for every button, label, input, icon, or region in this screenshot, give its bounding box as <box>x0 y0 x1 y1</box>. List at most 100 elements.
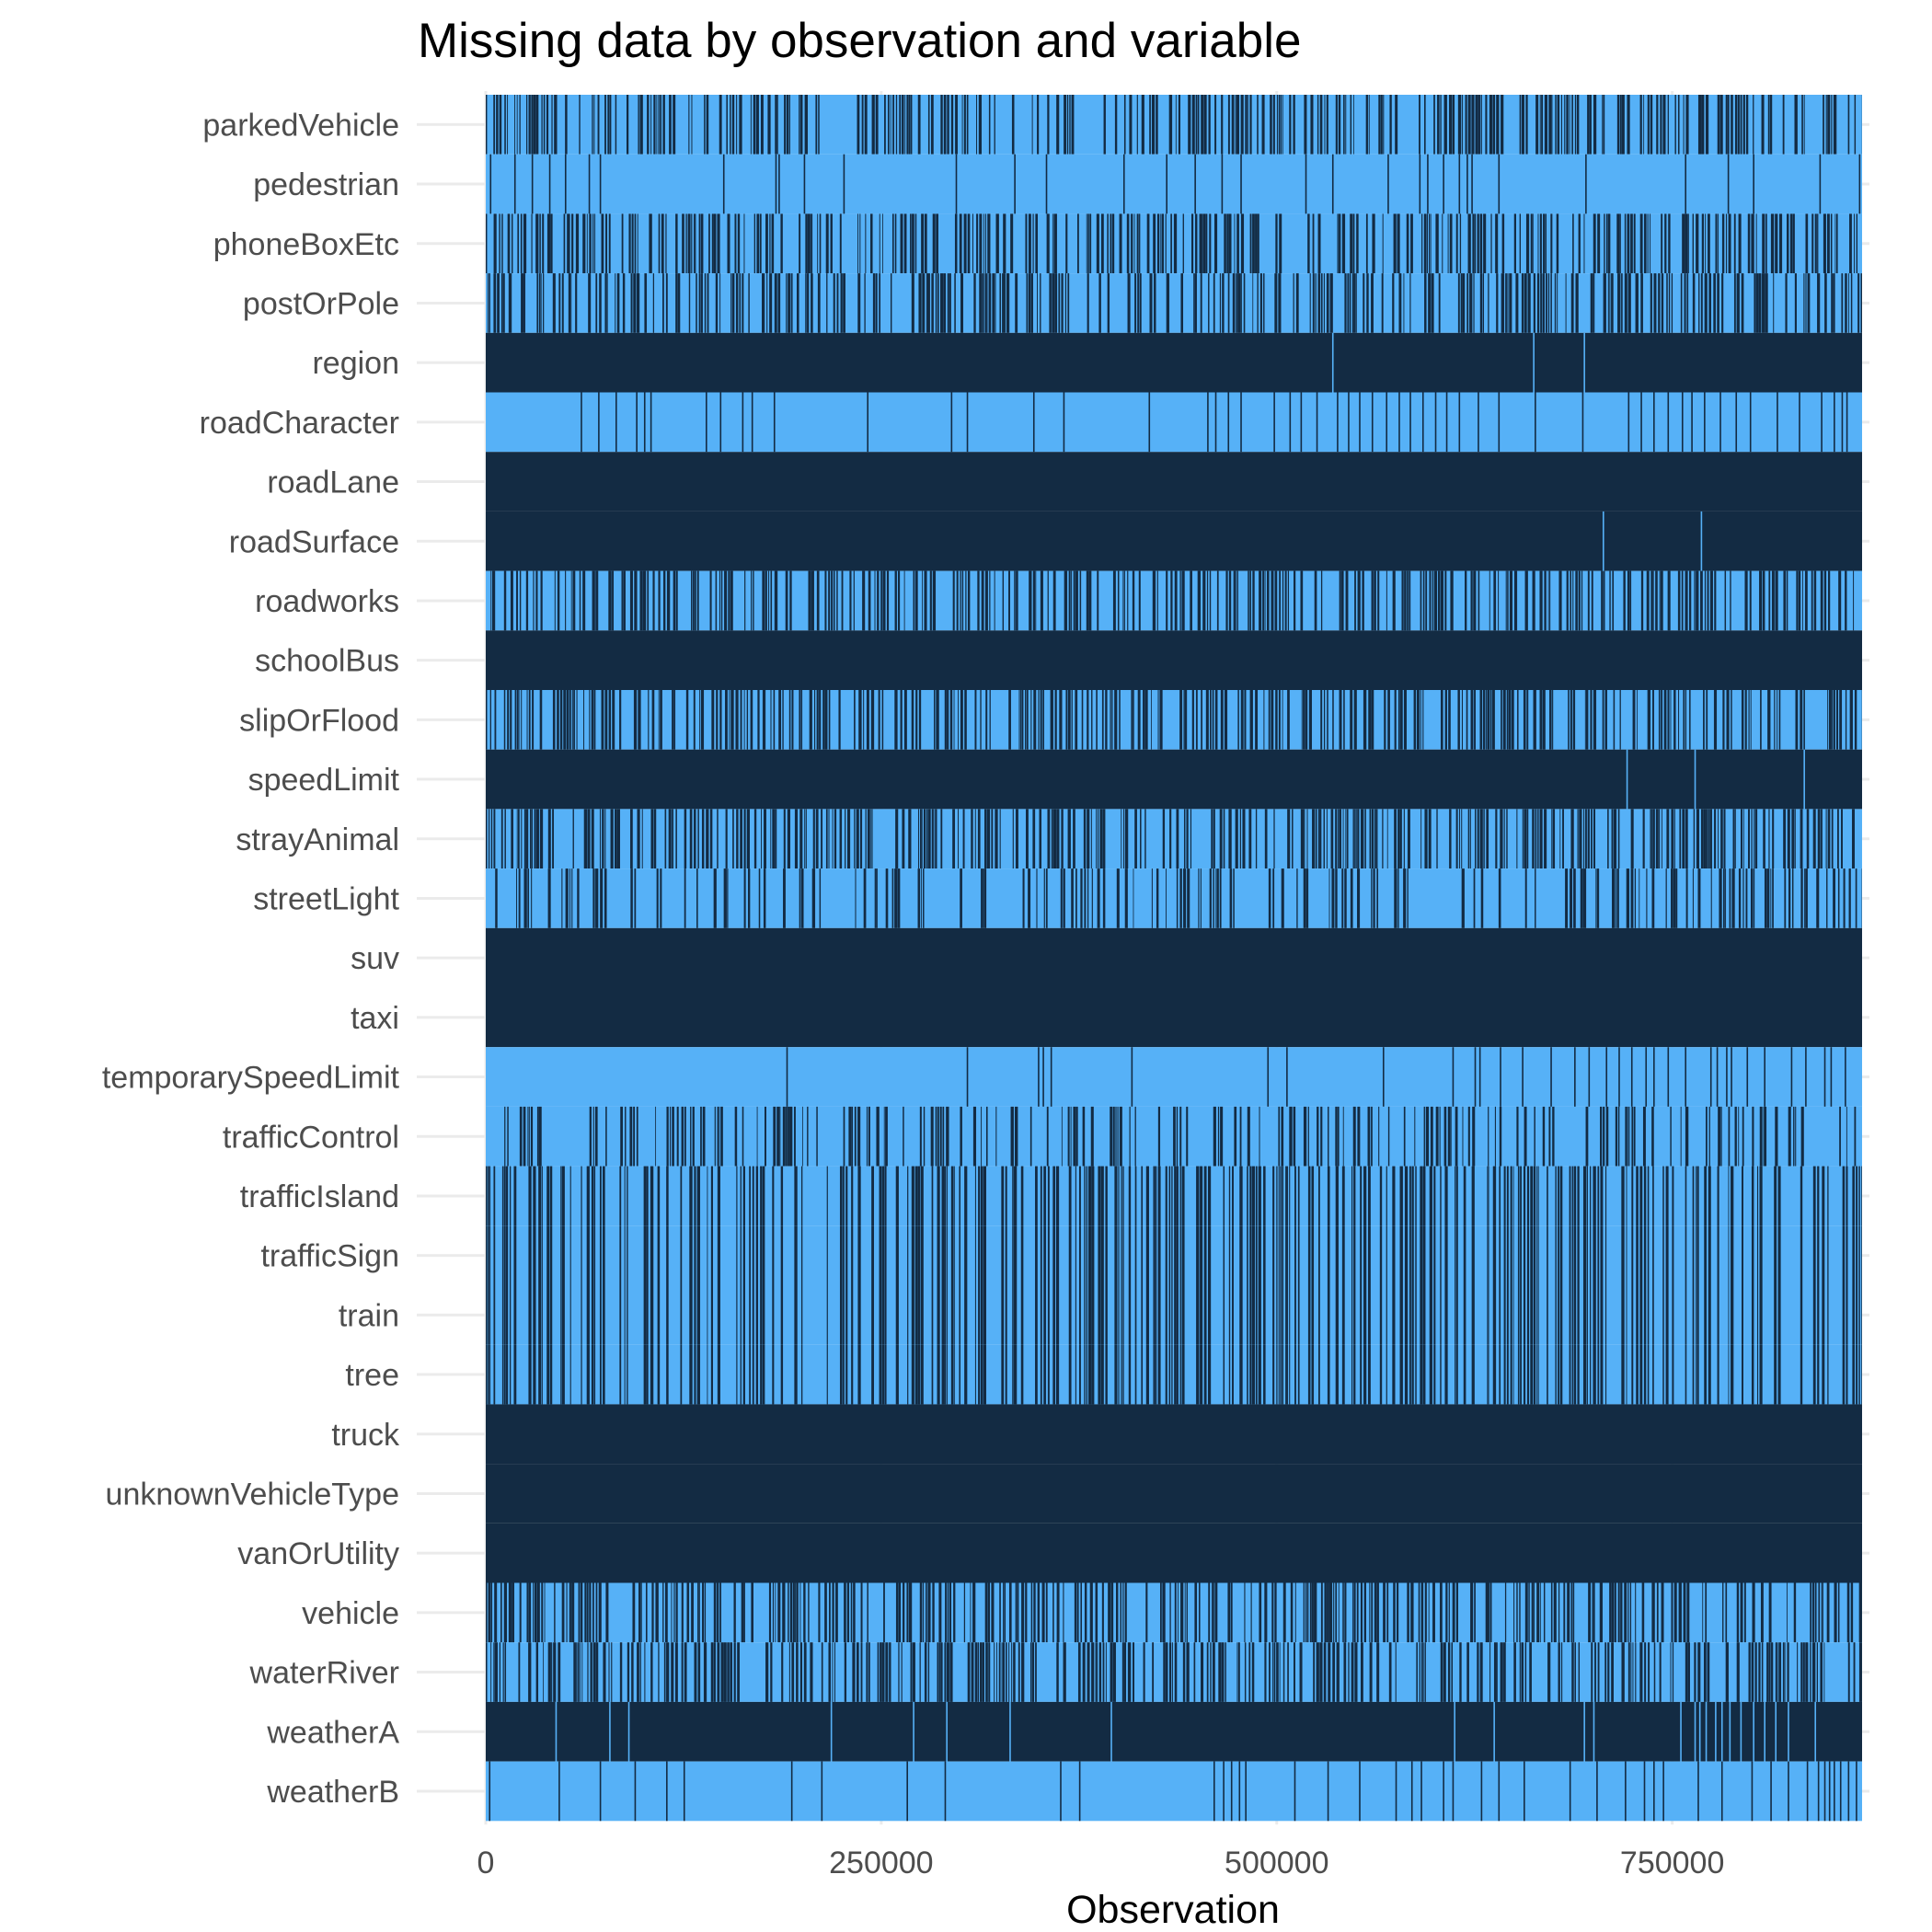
row-stripe <box>1717 95 1720 155</box>
row-stripe <box>914 570 918 631</box>
row-stripe <box>1470 1582 1474 1643</box>
row-stripe <box>1685 1344 1687 1405</box>
row-stripe <box>1010 213 1014 274</box>
row-stripe <box>586 1285 590 1345</box>
row-stripe <box>1025 213 1028 274</box>
row-stripe <box>1519 1642 1521 1702</box>
variable-label-unknownVehicleType: unknownVehicleType <box>106 1477 399 1512</box>
row-stripe <box>1365 213 1368 274</box>
row-stripe <box>1363 690 1367 750</box>
row-stripe <box>1154 273 1156 333</box>
row-line <box>1645 1047 1648 1107</box>
row-stripe <box>547 1642 551 1702</box>
row-stripe <box>1532 809 1535 869</box>
row-stripe <box>1432 570 1433 631</box>
row-stripe <box>1444 1225 1448 1285</box>
row-stripe <box>1049 273 1052 333</box>
row-line <box>1550 1047 1552 1107</box>
row-stripe <box>1368 1344 1371 1405</box>
row-stripe <box>1789 213 1793 274</box>
row-stripe <box>1282 95 1283 155</box>
row-stripe <box>1317 273 1321 333</box>
row-stripe <box>1447 1106 1451 1167</box>
row-stripe <box>1375 809 1378 869</box>
row-stripe <box>1352 809 1354 869</box>
row-stripe <box>1630 868 1634 928</box>
row-stripe <box>1424 1642 1426 1702</box>
row-stripe <box>1551 95 1553 155</box>
row-stripe <box>1330 809 1334 869</box>
row-stripe <box>895 1344 899 1405</box>
row-stripe <box>1371 1106 1373 1167</box>
row-stripe <box>1229 868 1233 928</box>
row-stripe <box>1166 273 1170 333</box>
row-stripe <box>619 1166 622 1226</box>
row-stripe <box>1770 868 1772 928</box>
row-stripe <box>504 1106 506 1167</box>
row-stripe <box>1176 1285 1179 1345</box>
row-stripe <box>1409 1225 1411 1285</box>
row-stripe <box>1040 1225 1042 1285</box>
row-stripe <box>932 1582 935 1643</box>
row-stripe <box>1524 1642 1527 1702</box>
row-stripe <box>743 213 745 274</box>
row-stripe <box>1186 1642 1190 1702</box>
row-stripe <box>776 1106 780 1167</box>
row-stripe <box>625 1106 627 1167</box>
row-stripe <box>1842 1285 1846 1345</box>
row-stripe <box>664 809 667 869</box>
row-line <box>1524 1761 1525 1822</box>
row-stripe <box>991 809 994 869</box>
row-stripe <box>541 1344 543 1405</box>
row-stripe <box>768 570 770 631</box>
row-stripe <box>1144 809 1146 869</box>
row-stripe <box>953 1166 955 1226</box>
row-stripe <box>737 1642 740 1702</box>
row-stripe <box>1128 1344 1132 1405</box>
row-stripe <box>1323 1642 1327 1702</box>
row-stripe <box>1717 1285 1719 1345</box>
row-stripe <box>1096 1642 1098 1702</box>
row-stripe <box>1191 690 1194 750</box>
row-stripe <box>857 1344 861 1405</box>
row-stripe <box>1544 95 1548 155</box>
row-stripe <box>1660 95 1662 155</box>
row-stripe <box>1479 809 1483 869</box>
row-stripe <box>1503 1225 1506 1285</box>
row-stripe <box>619 690 622 750</box>
row-line <box>1214 392 1217 453</box>
row-stripe <box>780 1344 784 1405</box>
row-stripe <box>1415 1166 1417 1226</box>
row-stripe <box>1112 570 1116 631</box>
row-stripe <box>1351 1285 1353 1345</box>
row-stripe <box>881 1642 885 1702</box>
row-stripe <box>1539 690 1543 750</box>
row-stripe <box>1407 868 1409 928</box>
row-stripe <box>851 1106 854 1167</box>
row-stripe <box>1569 1285 1571 1345</box>
row-stripe <box>533 1344 536 1405</box>
row-stripe <box>1827 1344 1829 1405</box>
row-stripe <box>1168 1225 1171 1285</box>
row-stripe <box>1730 570 1731 631</box>
row-stripe <box>1619 213 1621 274</box>
row-stripe <box>1817 1225 1820 1285</box>
row-stripe <box>1416 1642 1418 1702</box>
row-stripe <box>1825 809 1827 869</box>
row-stripe <box>1812 1285 1816 1345</box>
row-stripe <box>1045 1582 1048 1643</box>
row-stripe <box>1392 570 1396 631</box>
row-stripe <box>938 1582 942 1643</box>
row-line <box>1032 392 1035 453</box>
row-stripe <box>1168 1344 1171 1405</box>
row-stripe <box>575 1642 577 1702</box>
row-stripe <box>1492 1285 1497 1345</box>
row-line <box>1337 392 1339 453</box>
row-stripe <box>1486 809 1489 869</box>
row-stripe <box>867 1582 868 1643</box>
row-stripe <box>1303 868 1306 928</box>
row-stripe <box>486 690 488 750</box>
row-stripe <box>894 213 897 274</box>
row-stripe <box>1318 1344 1320 1405</box>
row-stripe <box>1457 273 1460 333</box>
